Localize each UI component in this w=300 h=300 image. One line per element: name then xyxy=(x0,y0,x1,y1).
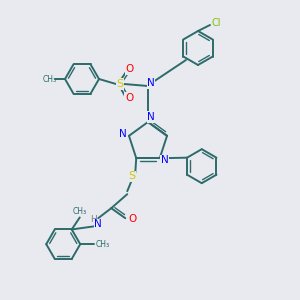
Text: O: O xyxy=(126,64,134,74)
Text: N: N xyxy=(147,78,155,88)
Text: N: N xyxy=(119,129,127,139)
Text: H: H xyxy=(90,215,97,224)
Text: N: N xyxy=(147,112,155,122)
Text: N: N xyxy=(161,155,169,165)
Text: S: S xyxy=(129,171,136,181)
Text: O: O xyxy=(128,214,136,224)
Text: Cl: Cl xyxy=(211,18,221,28)
Text: N: N xyxy=(94,219,102,229)
Text: O: O xyxy=(125,93,133,103)
Text: CH₃: CH₃ xyxy=(73,207,87,216)
Text: S: S xyxy=(116,79,124,89)
Text: CH₃: CH₃ xyxy=(43,74,57,83)
Text: CH₃: CH₃ xyxy=(95,240,109,249)
